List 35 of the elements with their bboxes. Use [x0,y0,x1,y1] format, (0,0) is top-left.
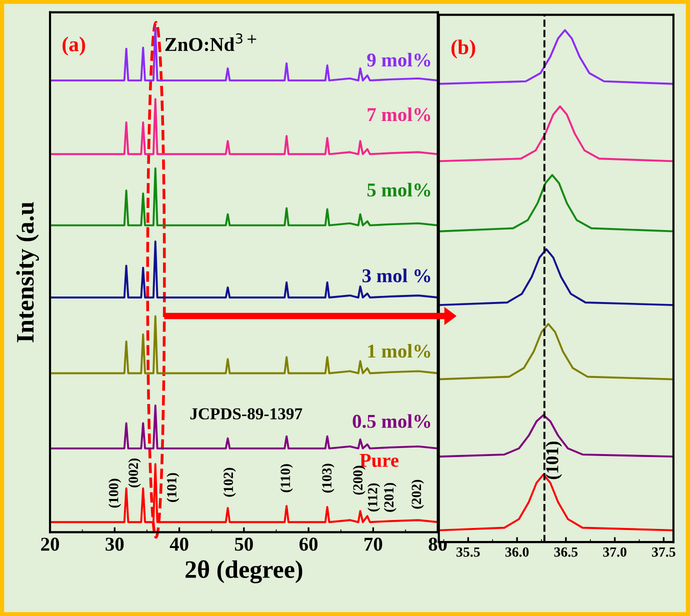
annotation: (a) [62,36,86,56]
text: Pure [360,454,399,467]
x-tick-label: 35.5 [456,547,480,557]
x-tick-label: 50 [234,538,253,551]
series-label: 1 mol% [368,344,430,358]
annotation: (101) [546,442,562,480]
series-label: 5 mol% [367,182,430,197]
x-tick-label: 60 [299,538,318,551]
annotation: (200) [352,466,366,495]
annotation: ZnO:Nd$^{3+}$ [165,33,256,52]
series-label: 3 mol % [362,268,430,282]
series-label: 7 mol% [368,107,430,122]
x-tick-label: 40 [170,538,188,551]
x-tick-label: 20 [41,538,60,551]
annotation: (112) [368,483,380,512]
annotation: (110) [280,464,293,492]
annotation: (100) [108,478,122,508]
series-label: 9 mol% [367,52,430,67]
x-tick-label: 37.0 [603,547,626,557]
x-axis-title: 2θ (degree) [186,560,302,584]
annotation: (201) [384,482,396,512]
annotation: JCPDS-89-1397 [190,408,302,420]
x-tick-label: 37.5 [652,547,676,557]
annotation: (102) [223,468,236,497]
annotation: (002) [128,458,141,488]
x-tick-label: 36.5 [554,547,578,557]
annotation: (b) [451,40,476,59]
series-label: 0.5 mol% [352,414,430,428]
x-tick-label: 36.0 [505,547,529,557]
annotation: (101) [166,473,180,502]
x-tick-label: 30 [106,538,124,551]
y-axis-title: Intensity (a.u [16,202,39,342]
annotation: (103) [322,464,334,493]
annotation: (202) [411,480,424,509]
x-tick-label: 70 [364,538,382,551]
